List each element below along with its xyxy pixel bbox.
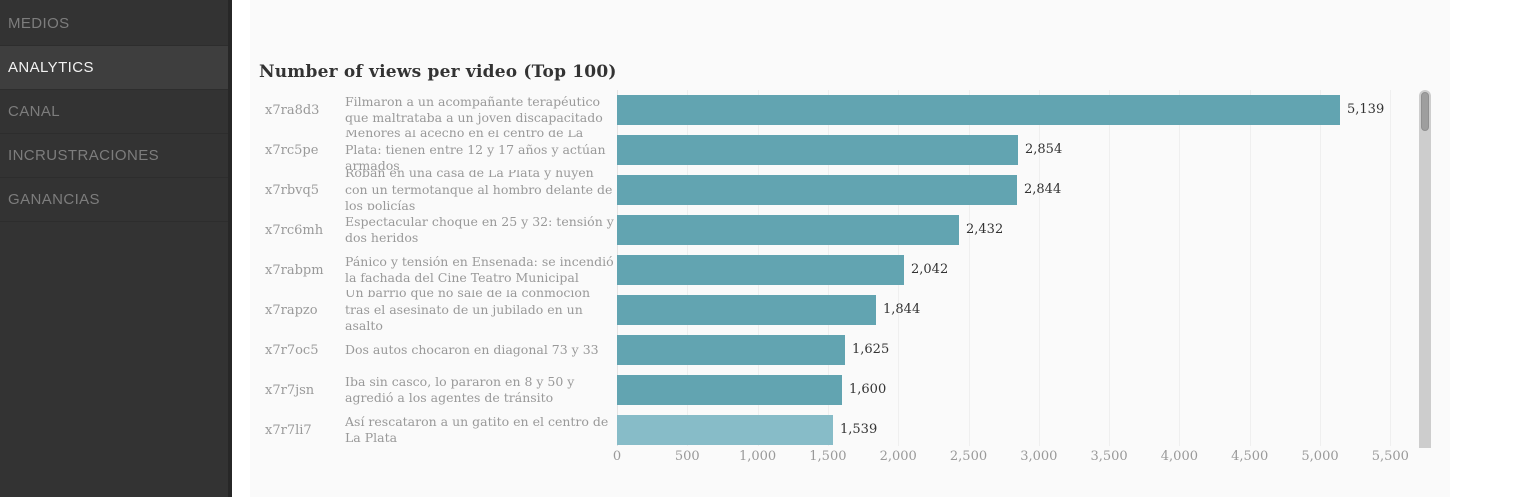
gridline	[1390, 90, 1392, 446]
chart-row: x7r7li7 Así rescataron a un gatito en el …	[250, 410, 1410, 450]
sidebar-menu: MEDIOS ANALYTICS CANAL INCRUSTRACIONES GANAN…	[0, 0, 228, 222]
chart-title: Number of views per video (Top 100)	[259, 62, 617, 82]
view-count-bar[interactable]	[617, 375, 842, 405]
video-id-label: x7r7oc5	[265, 342, 319, 358]
x-axis-tick-label: 2,500	[949, 449, 988, 464]
view-count-value: 2,854	[1025, 142, 1063, 157]
sidebar-item-canal[interactable]: CANAL	[0, 90, 228, 134]
view-count-bar[interactable]	[617, 135, 1018, 165]
x-axis-tick-label: 1,000	[738, 449, 777, 464]
video-id-label: x7rc5pe	[265, 142, 319, 158]
view-count-bar[interactable]	[617, 215, 959, 245]
video-id-label: x7rc6mh	[265, 222, 324, 238]
video-id-label: x7r7li7	[265, 422, 312, 438]
video-title-label: Roban en una casa de La Plata y huyen co…	[345, 170, 613, 210]
gridline	[1320, 90, 1321, 446]
gridline	[1249, 90, 1251, 446]
chart-row: x7rbvq5 Roban en una casa de La Plata y h…	[250, 170, 1410, 210]
x-axis-tick-label: 1,500	[809, 449, 847, 464]
chart-row: x7rapzo Un barrio que no sale de la conmo…	[250, 290, 1410, 330]
chart-row: x7rc5pe Menores al acecho en el centro de…	[250, 130, 1410, 170]
x-axis-tick-label: 3,000	[1020, 449, 1058, 464]
x-axis-tick-label: 5,000	[1301, 449, 1339, 464]
video-id-label: x7ra8d3	[265, 102, 320, 118]
view-count-bar[interactable]	[617, 415, 833, 445]
sidebar-item-ganancias[interactable]: GANANCIAS	[0, 178, 228, 222]
chart-row: x7rabpm Pánico y tensión en Ensenada: se …	[250, 250, 1410, 290]
sidebar-item-medios[interactable]: MEDIOS	[0, 2, 228, 46]
gridline	[1179, 90, 1181, 446]
video-title-label: Así rescataron a un gatito en el centro …	[345, 413, 609, 446]
x-axis-tick-label: 500	[674, 449, 700, 464]
video-title-label: Filmaron a un acompañante terapéutico qu…	[345, 93, 603, 126]
view-count-bar[interactable]	[617, 335, 845, 365]
gridline	[1038, 90, 1040, 446]
chart-scrollbar-thumb[interactable]	[1421, 92, 1429, 131]
x-axis-tick-label: 2,000	[879, 449, 917, 464]
view-count-bar[interactable]	[617, 175, 1017, 205]
gridline	[968, 90, 970, 446]
video-title-label: Espectacular choque en 25 y 32: tensión …	[345, 213, 614, 246]
video-id-label: x7r7jsn	[265, 382, 315, 398]
video-title-label: Un barrio que no sale de la conmoción tr…	[345, 290, 590, 330]
video-title-label: Iba sin casco, lo pararon en 8 y 50 y ag…	[345, 373, 575, 406]
x-axis-tick-label: 0	[612, 449, 622, 464]
x-axis-tick-label: 4,000	[1160, 449, 1198, 464]
x-axis-tick-label: 4,500	[1231, 449, 1269, 464]
view-count-value: 2,844	[1024, 182, 1062, 197]
chart-row: x7r7jsn Iba sin casco, lo pararon en 8 y …	[250, 370, 1410, 410]
analytics-panel: Number of views per video (Top 100) x7ra…	[250, 0, 1450, 497]
view-count-value: 2,432	[966, 222, 1004, 237]
view-count-bar[interactable]	[617, 95, 1340, 125]
x-axis-tick-label: 3,500	[1090, 449, 1128, 464]
view-count-bar[interactable]	[617, 255, 904, 285]
view-count-bar[interactable]	[617, 295, 876, 325]
x-axis-tick-label: 5,500	[1371, 449, 1409, 464]
chart-scrollbar-track[interactable]	[1419, 90, 1431, 448]
view-count-value: 5,139	[1347, 102, 1385, 117]
video-title-label: Dos autos chocaron en diagonal 73 y 33	[345, 341, 599, 357]
video-id-label: x7rabpm	[265, 262, 324, 278]
view-count-value: 1,844	[883, 302, 921, 317]
chart-row: x7r7oc5 Dos autos chocaron en diagonal 73…	[250, 330, 1410, 370]
video-id-label: x7rapzo	[265, 302, 318, 318]
sidebar-item-analytics[interactable]: ANALYTICS	[0, 46, 228, 90]
view-count-value: 1,539	[840, 422, 878, 437]
view-count-value: 1,600	[849, 382, 887, 397]
view-count-value: 1,625	[852, 342, 890, 357]
video-id-label: x7rbvq5	[265, 182, 320, 198]
chart-row: x7ra8d3 Filmaron a un acompañante terapéu…	[250, 90, 1410, 130]
view-count-value: 2,042	[911, 262, 949, 277]
video-title-label: Pánico y tensión en Ensenada: se incendi…	[345, 253, 614, 286]
sidebar-item-incrustraciones[interactable]: INCRUSTRACIONES	[0, 134, 228, 178]
video-title-label: Menores al acecho en el centro de La Pla…	[345, 130, 606, 170]
chart-row: x7rc6mh Espectacular choque en 25 y 32: t…	[250, 210, 1410, 250]
gridline	[1109, 90, 1111, 446]
sidebar: MEDIOS ANALYTICS CANAL INCRUSTRACIONES GANAN…	[0, 0, 232, 497]
